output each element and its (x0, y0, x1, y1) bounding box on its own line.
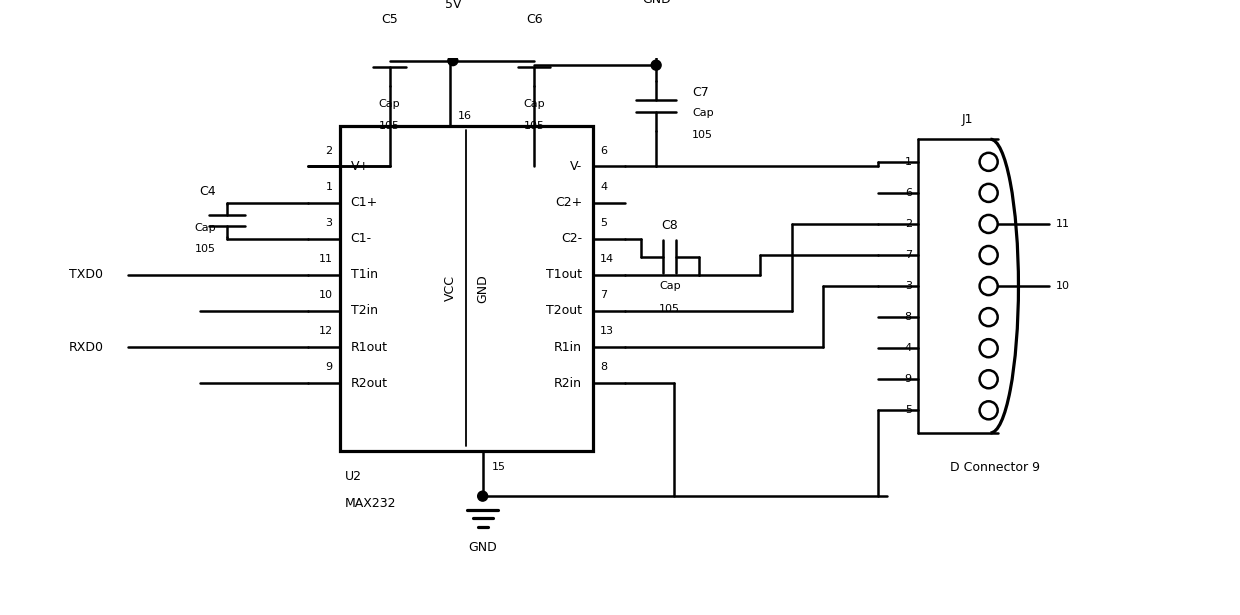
Circle shape (980, 215, 998, 233)
Text: 105: 105 (692, 130, 713, 140)
Circle shape (980, 401, 998, 419)
Text: 4: 4 (905, 343, 911, 353)
Text: 6: 6 (600, 146, 608, 156)
Text: 10: 10 (1055, 281, 1070, 291)
Text: 4: 4 (600, 181, 608, 192)
Text: T2out: T2out (546, 304, 582, 317)
Text: GND: GND (476, 274, 489, 303)
Text: 6: 6 (905, 188, 911, 198)
Text: 12: 12 (319, 326, 332, 336)
Text: GND: GND (642, 0, 671, 6)
Text: 7: 7 (600, 290, 608, 300)
Text: Cap: Cap (378, 99, 401, 109)
Text: Cap: Cap (692, 108, 714, 118)
Text: 105: 105 (195, 245, 216, 255)
Circle shape (448, 56, 458, 66)
Text: C2-: C2- (560, 232, 582, 245)
Text: 8: 8 (600, 362, 608, 372)
Text: R2in: R2in (554, 377, 582, 390)
Text: 15: 15 (492, 462, 506, 472)
Text: 11: 11 (319, 254, 332, 264)
Text: 16: 16 (458, 111, 471, 121)
Text: C1-: C1- (351, 232, 372, 245)
Circle shape (980, 184, 998, 202)
Text: 11: 11 (1055, 219, 1070, 229)
Text: D Connector 9: D Connector 9 (950, 461, 1040, 474)
Text: TXD0: TXD0 (69, 268, 103, 281)
Text: 1: 1 (905, 157, 911, 167)
Text: RXD0: RXD0 (69, 341, 104, 354)
Text: MAX232: MAX232 (345, 497, 396, 510)
Circle shape (980, 308, 998, 326)
Circle shape (980, 153, 998, 171)
Text: 10: 10 (319, 290, 332, 300)
Text: C6: C6 (526, 14, 542, 26)
Text: T1out: T1out (546, 268, 582, 281)
Text: 3: 3 (905, 281, 911, 291)
Text: 5V: 5V (445, 0, 461, 11)
Text: V+: V+ (351, 160, 370, 173)
Text: U2: U2 (345, 470, 361, 483)
Circle shape (980, 339, 998, 357)
Circle shape (651, 60, 661, 70)
Text: Cap: Cap (195, 223, 216, 233)
Text: Cap: Cap (523, 99, 544, 109)
Text: 5: 5 (905, 405, 911, 415)
Text: 5: 5 (600, 218, 608, 228)
Text: 3: 3 (326, 218, 332, 228)
Text: T2in: T2in (351, 304, 378, 317)
Text: C4: C4 (200, 185, 216, 198)
Text: V-: V- (570, 160, 582, 173)
Text: Cap: Cap (658, 280, 681, 291)
Text: J1: J1 (962, 113, 973, 126)
Text: GND: GND (469, 541, 497, 554)
Text: R1in: R1in (554, 341, 582, 354)
Text: 9: 9 (326, 362, 332, 372)
Text: 105: 105 (660, 304, 681, 314)
Text: C8: C8 (661, 218, 678, 232)
Circle shape (980, 370, 998, 388)
Text: 105: 105 (379, 121, 401, 131)
Text: 2: 2 (326, 146, 332, 156)
Text: 13: 13 (600, 326, 614, 336)
Text: 14: 14 (600, 254, 614, 264)
Text: 8: 8 (905, 312, 911, 322)
Circle shape (980, 246, 998, 264)
Text: VCC: VCC (444, 276, 456, 301)
Text: T1in: T1in (351, 268, 378, 281)
Text: 9: 9 (905, 375, 911, 384)
Text: 2: 2 (905, 219, 911, 229)
Text: C5: C5 (381, 14, 398, 26)
Text: 7: 7 (905, 250, 911, 260)
Circle shape (980, 277, 998, 295)
Text: R2out: R2out (351, 377, 388, 390)
Bar (340, 125, 593, 451)
Text: R1out: R1out (351, 341, 388, 354)
Text: C1+: C1+ (351, 196, 378, 209)
Circle shape (477, 491, 487, 501)
Text: 1: 1 (326, 181, 332, 192)
Text: C2+: C2+ (554, 196, 582, 209)
Text: C7: C7 (692, 85, 709, 99)
Text: 105: 105 (523, 121, 544, 131)
